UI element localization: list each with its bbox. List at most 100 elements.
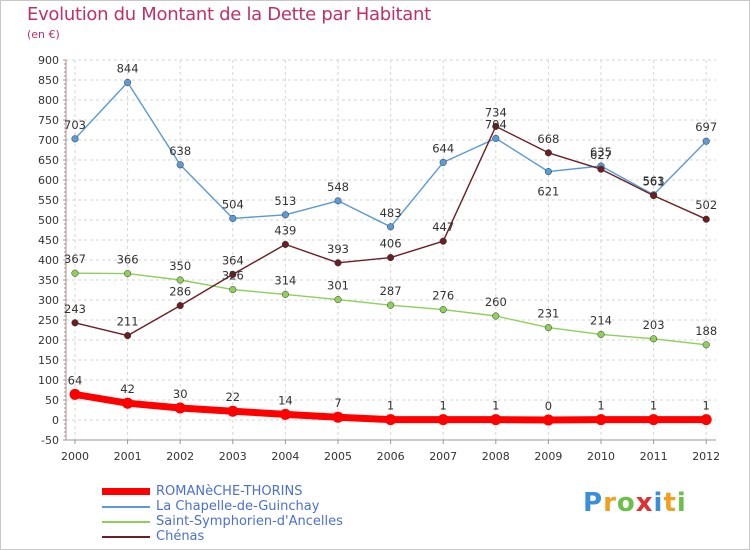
legend-item-chapelle: La Chapelle-de-Guinchay bbox=[102, 499, 343, 514]
data-point bbox=[124, 332, 132, 340]
data-point bbox=[387, 254, 395, 262]
data-label: 513 bbox=[274, 194, 296, 208]
data-point bbox=[176, 302, 184, 310]
data-point bbox=[595, 414, 607, 426]
x-tick-label: 2005 bbox=[324, 450, 352, 463]
data-label: 287 bbox=[380, 284, 402, 298]
data-label: 406 bbox=[380, 237, 402, 251]
data-label: 635 bbox=[590, 145, 612, 159]
data-label: 1 bbox=[440, 399, 447, 413]
logo-letter: i bbox=[653, 488, 664, 518]
y-tick-label: 900 bbox=[38, 54, 59, 67]
data-label: 1 bbox=[650, 399, 657, 413]
data-point bbox=[597, 330, 605, 338]
data-point bbox=[334, 197, 342, 205]
data-point bbox=[71, 269, 79, 277]
x-tick-label: 2001 bbox=[114, 450, 142, 463]
data-point bbox=[490, 414, 502, 426]
data-point bbox=[439, 306, 447, 314]
data-point bbox=[492, 122, 500, 130]
x-tick-label: 2007 bbox=[429, 450, 457, 463]
x-tick-label: 2012 bbox=[692, 450, 720, 463]
legend-item-chenas: Chénas bbox=[102, 529, 343, 544]
data-point bbox=[544, 324, 552, 332]
y-tick-label: 600 bbox=[38, 174, 59, 187]
y-tick-label: 0 bbox=[52, 414, 59, 427]
data-point bbox=[281, 290, 289, 298]
legend-label-symphorien: Saint-Symphorien-d'Ancelles bbox=[156, 514, 343, 529]
axes: -500501001502002503003504004505005506006… bbox=[38, 54, 720, 463]
y-tick-label: 500 bbox=[38, 214, 59, 227]
data-label: 64 bbox=[68, 373, 83, 387]
x-tick-label: 2010 bbox=[587, 450, 615, 463]
data-label: 561 bbox=[643, 175, 665, 189]
y-tick-label: 550 bbox=[38, 194, 59, 207]
x-tick-label: 2000 bbox=[61, 450, 89, 463]
logo-letter: r bbox=[603, 488, 617, 518]
legend-item-romaneche: ROMANèCHE-THORINS bbox=[102, 484, 343, 499]
data-label: 364 bbox=[222, 253, 244, 267]
data-label: 1 bbox=[387, 399, 394, 413]
data-label: 243 bbox=[64, 302, 86, 316]
data-label: 42 bbox=[120, 382, 135, 396]
data-point bbox=[702, 137, 710, 145]
data-point bbox=[597, 165, 605, 173]
data-point bbox=[437, 414, 449, 426]
data-point bbox=[648, 414, 660, 426]
data-label: 276 bbox=[432, 289, 454, 303]
legend-label-romaneche: ROMANèCHE-THORINS bbox=[156, 484, 303, 499]
data-point bbox=[492, 134, 500, 142]
data-label: 211 bbox=[117, 315, 139, 329]
data-label: 7 bbox=[334, 396, 341, 410]
data-label: 22 bbox=[225, 390, 240, 404]
data-label: 502 bbox=[695, 198, 717, 212]
data-label: 703 bbox=[64, 118, 86, 132]
data-point bbox=[229, 270, 237, 278]
x-tick-label: 2011 bbox=[640, 450, 668, 463]
data-label: 286 bbox=[169, 285, 191, 299]
chart-subtitle: (en €) bbox=[27, 28, 60, 41]
y-tick-label: 800 bbox=[38, 94, 59, 107]
data-label: 367 bbox=[64, 252, 86, 266]
y-tick-label: 200 bbox=[38, 334, 59, 347]
data-point bbox=[387, 301, 395, 309]
data-label: 483 bbox=[380, 206, 402, 220]
logo-letter: P bbox=[583, 488, 604, 518]
data-point bbox=[227, 405, 239, 417]
legend: ROMANèCHE-THORINS La Chapelle-de-Guincha… bbox=[102, 484, 343, 544]
data-point bbox=[439, 237, 447, 245]
y-tick-label: 150 bbox=[38, 354, 59, 367]
data-point bbox=[69, 388, 81, 400]
data-point bbox=[650, 192, 658, 200]
y-tick-label: 400 bbox=[38, 254, 59, 267]
data-point bbox=[229, 286, 237, 294]
data-label: 260 bbox=[485, 295, 507, 309]
data-point bbox=[387, 223, 395, 231]
data-point bbox=[71, 319, 79, 327]
data-label: 314 bbox=[274, 273, 296, 287]
data-label: 644 bbox=[432, 141, 454, 155]
data-label: 548 bbox=[327, 180, 349, 194]
y-tick-label: 750 bbox=[38, 114, 59, 127]
data-point bbox=[122, 397, 134, 409]
y-tick-label: 850 bbox=[38, 74, 59, 87]
data-point bbox=[332, 411, 344, 423]
data-point bbox=[176, 276, 184, 284]
data-point bbox=[334, 296, 342, 304]
data-label: 301 bbox=[327, 279, 349, 293]
data-label: 14 bbox=[278, 393, 293, 407]
data-point bbox=[544, 149, 552, 157]
grid-lines bbox=[66, 59, 716, 441]
x-tick-label: 2002 bbox=[166, 450, 194, 463]
data-label: 30 bbox=[173, 387, 188, 401]
data-point bbox=[385, 414, 397, 426]
y-tick-label: 650 bbox=[38, 154, 59, 167]
x-tick-label: 2006 bbox=[377, 450, 405, 463]
data-label: 1 bbox=[597, 399, 604, 413]
legend-swatch-symphorien bbox=[102, 520, 150, 523]
y-tick-label: 700 bbox=[38, 134, 59, 147]
y-tick-label: 450 bbox=[38, 234, 59, 247]
data-label: 627 bbox=[590, 148, 612, 162]
y-tick-label: 350 bbox=[38, 274, 59, 287]
